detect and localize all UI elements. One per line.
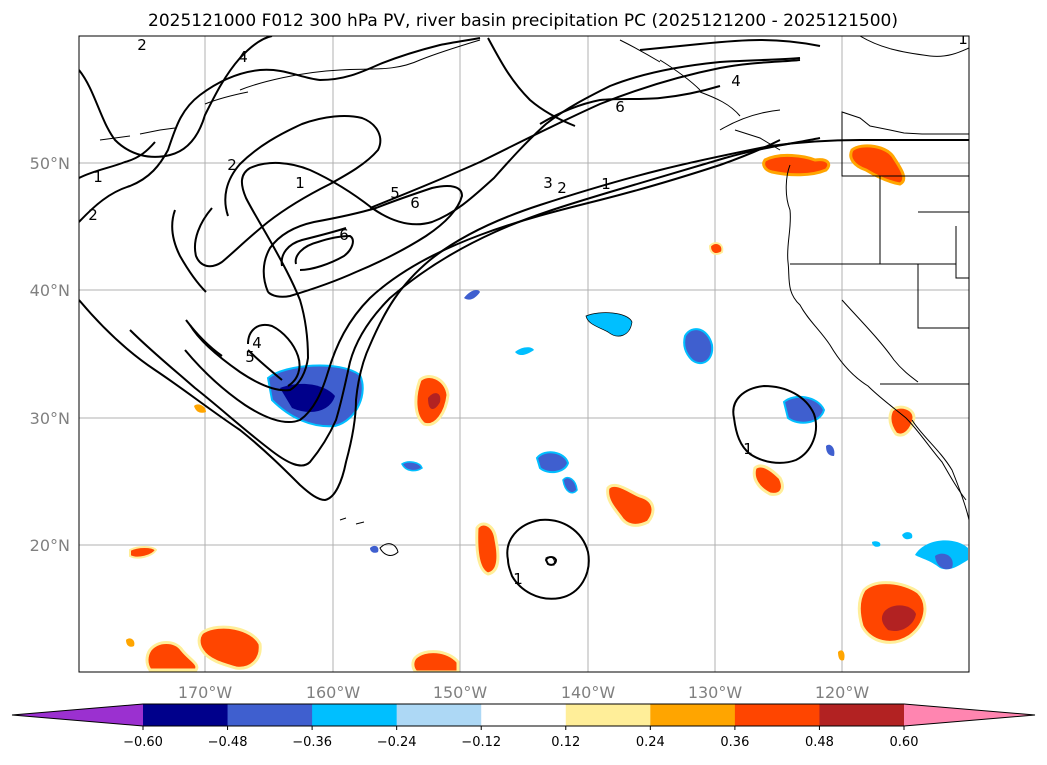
lat-label: 50°N bbox=[30, 154, 70, 173]
colorbar-extend-low bbox=[12, 704, 143, 726]
pv-label: 6 bbox=[339, 226, 349, 244]
precip-blob-pos-15 bbox=[838, 650, 845, 661]
colorbar-segment bbox=[819, 704, 905, 726]
lon-label: 150°W bbox=[433, 683, 488, 702]
colorbar-segment bbox=[734, 704, 820, 726]
precip-blob-neg-14 bbox=[872, 541, 881, 547]
pv-label: 1 bbox=[958, 30, 968, 48]
pv-label: 2 bbox=[137, 36, 147, 54]
colorbar-tick-label: −0.36 bbox=[292, 735, 332, 750]
precip-blob-pos-6 bbox=[197, 625, 262, 670]
precip-blob-pos-11 bbox=[762, 153, 831, 177]
precip-blob-neg-6 bbox=[562, 476, 578, 494]
precip-blob-pos-7 bbox=[145, 641, 199, 672]
precip-blob-pos-1-core bbox=[428, 393, 441, 409]
precip-blob-neg-10 bbox=[826, 444, 835, 456]
precip-blob-neg-9 bbox=[515, 347, 534, 356]
lat-label: 30°N bbox=[30, 409, 70, 428]
precip-blob-neg-7 bbox=[401, 461, 423, 472]
colorbar-segment bbox=[143, 704, 229, 726]
colorbar-tick-label: −0.24 bbox=[377, 735, 417, 750]
lon-label: 170°W bbox=[178, 683, 233, 702]
colorbar-segment bbox=[312, 704, 398, 726]
colorbar-tick-label: 0.36 bbox=[720, 735, 749, 750]
pv-label: 2 bbox=[557, 179, 567, 197]
pv-label: 5 bbox=[390, 184, 400, 202]
colorbar-tick-label: 0.24 bbox=[636, 735, 665, 750]
precip-blob-pos-5-core bbox=[881, 605, 916, 632]
pv-label: 5 bbox=[245, 348, 255, 366]
colorbar-tick-label: 0.60 bbox=[890, 735, 919, 750]
precip-blob-neg-15 bbox=[370, 545, 379, 553]
pv-label: 6 bbox=[615, 98, 625, 116]
lon-label: 120°W bbox=[815, 683, 870, 702]
pv-label: 1 bbox=[601, 175, 611, 193]
colorbar-tick-label: −0.12 bbox=[461, 735, 501, 750]
pv-label: 4 bbox=[238, 48, 248, 66]
precip-blob-pos-3 bbox=[752, 464, 784, 496]
colorbar-segment bbox=[565, 704, 651, 726]
precip-blob-pos-14 bbox=[194, 404, 206, 413]
pv-label: 4 bbox=[252, 334, 262, 352]
colorbar-segment bbox=[481, 704, 567, 726]
colorbar: −0.60 −0.48 −0.36 −0.24 −0.12 0.12 0.24 0.36 0.4… bbox=[11, 703, 1036, 750]
colorbar-tick-label: 0.48 bbox=[805, 735, 834, 750]
lon-label: 130°W bbox=[688, 683, 743, 702]
precip-blob-neg-12 bbox=[935, 553, 953, 570]
pv-label: 1 bbox=[513, 570, 523, 588]
precip-blob-pos-2 bbox=[606, 483, 655, 527]
colorbar-tick-label: −0.48 bbox=[208, 735, 248, 750]
lat-label: 40°N bbox=[30, 281, 70, 300]
lon-label: 160°W bbox=[306, 683, 361, 702]
pv-label: 2 bbox=[227, 156, 237, 174]
precip-positive-areas bbox=[126, 144, 927, 672]
precip-blob-neg-5 bbox=[535, 451, 570, 474]
pv-label: 4 bbox=[731, 72, 741, 90]
precip-blob-pos-4 bbox=[475, 522, 500, 576]
precip-blob-neg-13 bbox=[902, 532, 913, 540]
precip-blob-pos-10 bbox=[849, 144, 906, 186]
precip-blob-pos-13 bbox=[708, 242, 724, 255]
pv-label: 2 bbox=[88, 206, 98, 224]
pv-label: 1 bbox=[743, 440, 753, 458]
longitude-labels: 170°W 160°W 150°W 140°W 130°W 120°W bbox=[178, 683, 870, 702]
pv-label: 6 bbox=[410, 194, 420, 212]
precip-blob-neg-8 bbox=[464, 290, 480, 300]
map-title: 2025121000 F012 300 hPa PV, river basin … bbox=[148, 11, 898, 31]
colorbar-segment bbox=[396, 704, 482, 726]
colorbar-segment bbox=[227, 704, 313, 726]
pv-label: 3 bbox=[543, 174, 553, 192]
pv-label: 1 bbox=[93, 168, 103, 186]
precip-blob-pos-16 bbox=[126, 638, 135, 647]
precip-blob-neg-3 bbox=[683, 328, 714, 365]
precip-blob-pos-12 bbox=[888, 405, 916, 437]
map-area: 2 4 1 2 2 1 5 6 6 6 4 3 2 1 4 5 1 1 1 bbox=[79, 30, 969, 672]
coastlines bbox=[99, 36, 969, 566]
colorbar-segment bbox=[650, 704, 736, 726]
precip-blob-pos-8 bbox=[411, 650, 460, 672]
lon-label: 140°W bbox=[561, 683, 616, 702]
pv-contour-labels: 2 4 1 2 2 1 5 6 6 6 4 3 2 1 4 5 1 1 1 bbox=[88, 30, 968, 588]
precip-blob-pos-9 bbox=[129, 546, 158, 559]
map-frame bbox=[78, 35, 970, 673]
colorbar-extend-high bbox=[904, 704, 1035, 726]
pv-contours bbox=[79, 36, 969, 600]
colorbar-tick-label: −0.60 bbox=[123, 735, 163, 750]
latitude-labels: 50°N 40°N 30°N 20°N bbox=[30, 154, 70, 555]
precip-blob-neg-2 bbox=[585, 312, 633, 337]
colorbar-tick-label: 0.12 bbox=[551, 735, 580, 750]
lat-label: 20°N bbox=[30, 536, 70, 555]
pv-label: 1 bbox=[295, 174, 305, 192]
